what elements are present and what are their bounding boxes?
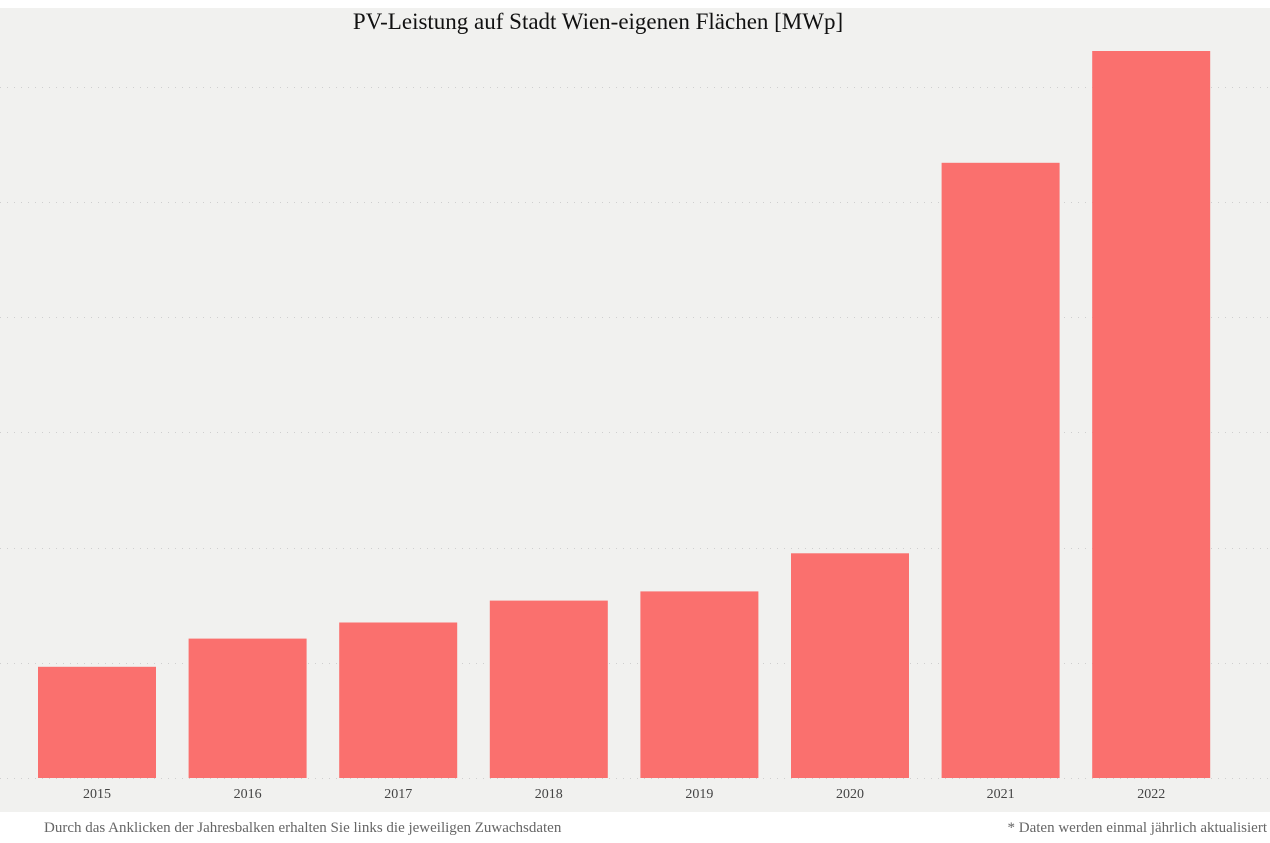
footer-hint-text: Durch das Anklicken der Jahresbalken erh… bbox=[44, 820, 562, 836]
bar-2018[interactable] bbox=[489, 600, 608, 778]
chart-title: PV-Leistung auf Stadt Wien-eigenen Fläch… bbox=[352, 9, 844, 34]
bar-2020[interactable] bbox=[791, 553, 909, 778]
x-tick-label-2018: 2018 bbox=[535, 787, 563, 802]
x-tick-label-2020: 2020 bbox=[836, 787, 864, 802]
bar-2016[interactable] bbox=[188, 638, 307, 778]
x-tick-label-2019: 2019 bbox=[685, 787, 713, 802]
x-tick-label-2022: 2022 bbox=[1137, 787, 1165, 802]
x-tick-label-2021: 2021 bbox=[987, 787, 1015, 802]
x-tick-label-2016: 2016 bbox=[234, 787, 262, 802]
bar-2019[interactable] bbox=[640, 591, 759, 778]
bar-2022[interactable] bbox=[1092, 51, 1211, 778]
x-axis-ticks: 2015 2016 2017 2018 2019 2020 2021 2022 bbox=[83, 787, 1165, 802]
bars bbox=[38, 51, 1211, 779]
bar-2017[interactable] bbox=[339, 622, 458, 779]
x-tick-label-2015: 2015 bbox=[83, 787, 111, 802]
x-tick-label-2017: 2017 bbox=[384, 787, 412, 802]
bar-2021[interactable] bbox=[941, 162, 1060, 779]
footer-update-note: * Daten werden einmal jährlich aktualisi… bbox=[1007, 820, 1267, 836]
bar-2015[interactable] bbox=[38, 666, 156, 778]
